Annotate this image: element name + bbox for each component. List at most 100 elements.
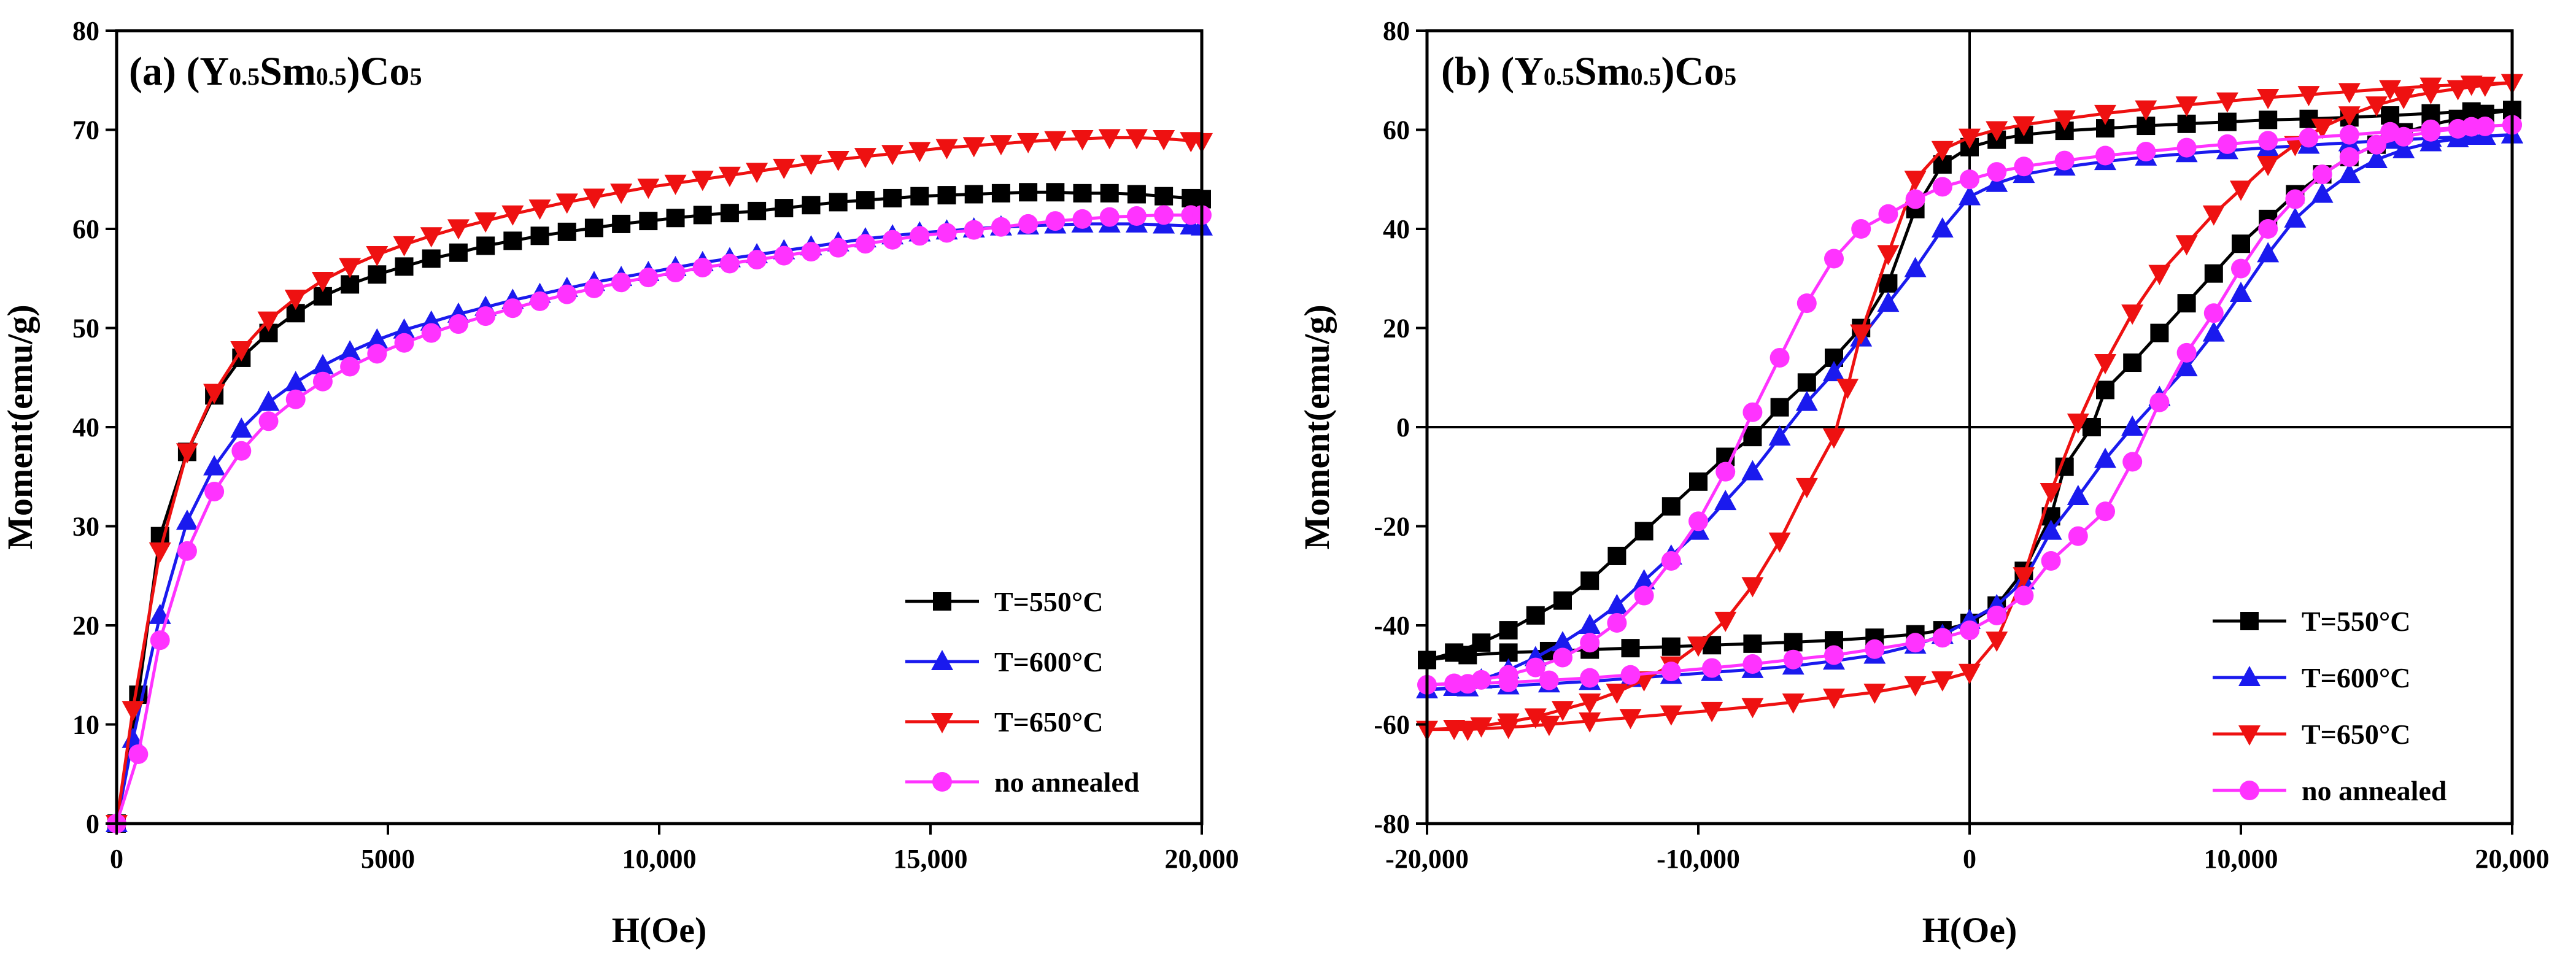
- panel-b-data-point: [2177, 114, 2196, 133]
- panel-b-data-point: [2232, 234, 2250, 253]
- panel-b-data-point: [1621, 639, 1640, 658]
- panel-a-data-point: [503, 298, 523, 318]
- panel-b-data-point: [2148, 264, 2171, 285]
- panel-a-y-tick-label: 80: [72, 16, 99, 46]
- panel-a-data-point: [989, 135, 1012, 156]
- panel-b-data-point: [1741, 577, 1764, 598]
- panel-b-data-point: [2149, 392, 2170, 412]
- panel-a-data-point: [1126, 206, 1147, 226]
- panel-a-data-point: [664, 174, 687, 195]
- panel-a-series-1: [107, 183, 1211, 833]
- panel-b-legend-marker: [2238, 725, 2261, 746]
- panel-a-data-point: [530, 291, 550, 311]
- panel-b-data-point: [2013, 567, 2035, 588]
- panel-b-y-tick-label: -20: [1374, 512, 1410, 542]
- panel-a-data-point: [339, 340, 362, 361]
- panel-a-data-point: [666, 209, 685, 228]
- panel-a-data-point: [341, 275, 360, 294]
- panel-b-data-point: [1580, 571, 1599, 590]
- panel-a-data-point: [395, 257, 414, 276]
- panel-b-data-point: [1456, 720, 1479, 741]
- panel-b-data-point: [2067, 413, 2089, 434]
- panel-b-data-point: [1552, 701, 1574, 722]
- panel-a-data-point: [908, 142, 931, 163]
- panel-a-data-point: [311, 353, 334, 374]
- panel-b-data-point: [2285, 189, 2305, 209]
- panel-a-legend-marker: [931, 650, 953, 670]
- panel-a-data-point: [150, 630, 170, 651]
- panel-b-data-point: [2202, 321, 2225, 342]
- panel-b-data-point: [2013, 116, 2035, 137]
- panel-b-y-axis-label: Moment(emu/g): [1297, 304, 1337, 549]
- panel-a-data-point: [802, 196, 821, 215]
- panel-b-data-point: [2203, 303, 2224, 323]
- panel-b-data-point: [1784, 633, 1803, 652]
- panel-b-data-point: [1458, 646, 1477, 665]
- panel-a-data-point: [827, 150, 849, 171]
- panel-b-data-point: [1537, 716, 1560, 736]
- panel-b-data-point: [1824, 249, 1844, 269]
- panel-a-data-point: [610, 183, 633, 204]
- panel-b-data-point: [2338, 83, 2361, 104]
- panel-b-data-point: [1770, 398, 1789, 417]
- panel-a-data-point: [1018, 214, 1039, 234]
- panel-b-data-point: [2367, 134, 2386, 155]
- panel-a-data-point: [284, 290, 307, 311]
- panel-b-data-point: [2096, 380, 2114, 400]
- panel-b-data-point: [1661, 497, 1681, 516]
- panel-b-data-point: [1879, 274, 1898, 293]
- panel-a-data-point: [639, 212, 658, 231]
- panel-b-x-tick-label: 20,000: [2475, 844, 2550, 874]
- panel-b-data-point: [1823, 428, 1845, 449]
- panel-b-data-point: [1959, 663, 1981, 684]
- panel-b-data-point: [1634, 585, 1654, 606]
- panel-a-data-point: [612, 214, 631, 233]
- panel-b-data-point: [1714, 611, 1737, 632]
- panel-a-data-point: [257, 311, 280, 332]
- panel-b-data-point: [1960, 620, 1979, 641]
- panel-b-data-point: [1579, 712, 1601, 733]
- panel-b-data-point: [2230, 180, 2252, 201]
- panel-b-y-tick-label: 20: [1383, 314, 1410, 344]
- panel-b-series-4: [1417, 115, 2522, 695]
- panel-b-data-point: [2257, 242, 2280, 263]
- panel-b-data-point: [2339, 125, 2359, 145]
- panel-b-data-point: [2068, 526, 2088, 546]
- panel-b-data-point: [2175, 235, 2198, 256]
- panel-b-data-point: [2150, 323, 2169, 342]
- panel-b-data-point: [1606, 684, 1628, 705]
- panel-a-data-point: [584, 218, 603, 237]
- panel-a-data-point: [1154, 205, 1174, 225]
- panel-a-y-axis-label: Moment(emu/g): [0, 304, 40, 549]
- panel-b-data-point: [1607, 612, 1627, 633]
- panel-b-data-point: [2014, 585, 2034, 606]
- panel-b-legend-marker: [2240, 612, 2259, 630]
- panel-a-data-point: [421, 323, 441, 343]
- panel-a-series-3: [106, 129, 1213, 835]
- panel-a-data-point: [555, 193, 578, 214]
- panel-b-data-point: [1580, 633, 1600, 653]
- panel-a-legend-label: T=650°C: [994, 706, 1104, 738]
- panel-a-data-point: [883, 188, 902, 207]
- panel-b-data-point: [1702, 658, 1722, 678]
- panel-a-data-point: [501, 205, 524, 226]
- panel-b-data-point: [1877, 291, 1900, 312]
- panel-a-data-point: [719, 253, 740, 274]
- panel-b-data-point: [1688, 511, 1708, 531]
- panel-b-data-point: [1770, 347, 1790, 368]
- panel-b-data-point: [2392, 89, 2415, 110]
- panel-b-legend-label: T=550°C: [2302, 606, 2411, 637]
- panel-b-data-point: [1498, 672, 1518, 692]
- panel-b-data-point: [2297, 86, 2320, 107]
- panel-b-data-point: [1823, 689, 1845, 709]
- panel-b-data-point: [1959, 185, 1981, 206]
- panel-b-data-point: [2136, 142, 2156, 162]
- panel-b-data-point: [2259, 110, 2278, 129]
- panel-b-data-point: [2040, 519, 2062, 540]
- panel-a-legend-marker: [931, 713, 953, 733]
- panel-a-data-point: [1127, 185, 1146, 204]
- panel-b-data-point: [1851, 219, 1871, 239]
- panel-a-data-point: [881, 145, 904, 166]
- panel-b-data-point: [1687, 636, 1709, 657]
